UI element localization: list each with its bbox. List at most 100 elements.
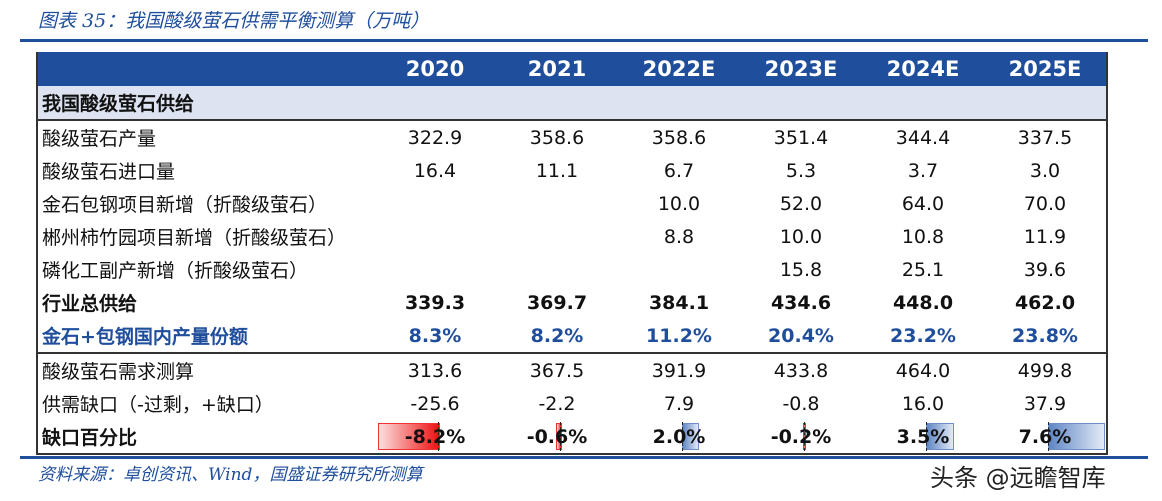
cell-value: 16.4 (413, 159, 457, 182)
table-row: 金石包钢项目新增（折酸级萤石） 10.0 52.0 64.0 70.0 (37, 187, 1107, 220)
table-row: 酸级萤石产量 322.9 358.6 358.6 351.4 344.4 337.5 (37, 120, 1107, 154)
bottom-rule (20, 456, 1148, 459)
top-rule (20, 39, 1148, 42)
cell-value: 23.2% (862, 319, 984, 354)
cell-value: 7.9 (663, 392, 695, 415)
negative-data-bar (378, 423, 440, 450)
cell-value-with-databar: -8.2% (374, 420, 496, 455)
column-header: 2020 (374, 52, 496, 86)
cell-value (374, 253, 496, 286)
header-blank (37, 52, 374, 86)
cell-value: 351.4 (773, 126, 829, 149)
section-row: 我国酸级萤石供给 (37, 86, 1107, 121)
cell-value: 448.0 (892, 291, 954, 314)
cell-value: 464.0 (895, 359, 951, 382)
cell-value: -0.8 (782, 392, 820, 415)
watermark: 头条 @远瞻智库 (930, 464, 1106, 492)
databar-axis (1048, 422, 1049, 451)
cell-value: 20.4% (740, 319, 862, 354)
negative-data-bar (555, 423, 562, 450)
cell-value: 39.6 (1023, 258, 1067, 281)
column-header: 2025E (984, 52, 1107, 86)
gap-percent-value: 3.5% (896, 425, 950, 448)
databar-axis (438, 422, 439, 451)
cell-value: 8.3% (374, 319, 496, 354)
row-label: 行业总供给 (42, 293, 138, 315)
cell-value (374, 220, 496, 253)
cell-value: 384.1 (648, 291, 710, 314)
databar-axis (682, 422, 683, 451)
row-label: 磷化工副产新增（折酸级萤石） (42, 260, 309, 282)
cell-value: 8.8 (663, 225, 695, 248)
cell-value: 3.0 (1029, 159, 1061, 182)
cell-value: 339.3 (404, 291, 466, 314)
cell-value-with-databar: 2.0% (618, 420, 740, 455)
cell-value: 8.2% (496, 319, 618, 354)
databar-axis (560, 422, 561, 451)
header-row: 2020 2021 2022E 2023E 2024E 2025E (37, 52, 1107, 86)
cell-value: 344.4 (895, 126, 951, 149)
cell-value: 11.1 (535, 159, 579, 182)
gap-percent-value: -0.6% (526, 425, 588, 448)
cell-value-with-databar: 3.5% (862, 420, 984, 455)
cell-value: 358.6 (651, 126, 707, 149)
column-header: 2021 (496, 52, 618, 86)
cell-value: 358.6 (529, 126, 585, 149)
table-row: 磷化工副产新增（折酸级萤石） 15.8 25.1 39.6 (37, 253, 1107, 286)
cell-value-with-databar: -0.2% (740, 420, 862, 455)
table-row: 酸级萤石进口量 16.4 11.1 6.7 5.3 3.7 3.0 (37, 154, 1107, 187)
cell-value: 64.0 (901, 192, 945, 215)
gap-percent-value: -8.2% (404, 425, 466, 448)
cell-value: -25.6 (410, 392, 460, 415)
column-header: 2024E (862, 52, 984, 86)
cell-value: 15.8 (779, 258, 823, 281)
gap-percent-value: 2.0% (652, 425, 706, 448)
cell-value: 499.8 (1017, 359, 1073, 382)
row-label: 供需缺口（-过剩，+缺口） (42, 394, 274, 416)
gap-percent-row: 缺口百分比 -8.2% -0.6% 2.0% -0.2% 3.5% 7.6% (37, 420, 1107, 455)
table-row: 金石+包钢国内产量份额 8.3% 8.2% 11.2% 20.4% 23.2% 23.8% (37, 319, 1107, 354)
cell-value: 10.0 (657, 192, 701, 215)
cell-value (618, 253, 740, 286)
cell-value: 11.9 (1023, 225, 1067, 248)
cell-value: 70.0 (1023, 192, 1067, 215)
supply-demand-table: 2020 2021 2022E 2023E 2024E 2025E 我国酸级萤石供给 酸级萤石… (36, 52, 1108, 455)
cell-value: 3.7 (907, 159, 939, 182)
row-label: 酸级萤石进口量 (42, 161, 176, 183)
table-row: 供需缺口（-过剩，+缺口） -25.6 -2.2 7.9 -0.8 16.0 37.9 (37, 387, 1107, 420)
cell-value: 16.0 (901, 392, 945, 415)
cell-value: 313.6 (407, 359, 463, 382)
cell-value: 11.2% (618, 319, 740, 354)
cell-value: 391.9 (651, 359, 707, 382)
cell-value: 10.8 (901, 225, 945, 248)
cell-value (496, 187, 618, 220)
row-label: 酸级萤石产量 (42, 128, 157, 150)
section-label: 我国酸级萤石供给 (37, 86, 1107, 121)
table-row: 酸级萤石需求测算 313.6 367.5 391.9 433.8 464.0 499.8 (37, 353, 1107, 387)
cell-value: 434.6 (770, 291, 832, 314)
gap-percent-value: -0.2% (770, 425, 832, 448)
cell-value: 37.9 (1023, 392, 1067, 415)
cell-value: 23.8% (984, 319, 1107, 354)
cell-value: 52.0 (779, 192, 823, 215)
row-label: 郴州柿竹园项目新增（折酸级萤石） (42, 227, 347, 249)
cell-value (496, 253, 618, 286)
cell-value: 337.5 (1017, 126, 1073, 149)
cell-value: 322.9 (407, 126, 463, 149)
databar-axis (926, 422, 927, 451)
row-label: 金石包钢项目新增（折酸级萤石） (42, 194, 328, 216)
databar-axis (804, 422, 805, 451)
cell-value (374, 187, 496, 220)
gap-percent-value: 7.6% (1018, 425, 1072, 448)
table-row: 郴州柿竹园项目新增（折酸级萤石） 8.8 10.0 10.8 11.9 (37, 220, 1107, 253)
cell-value: 462.0 (1014, 291, 1076, 314)
cell-value (496, 220, 618, 253)
cell-value-with-databar: -0.6% (496, 420, 618, 455)
row-label: 酸级萤石需求测算 (42, 361, 195, 383)
figure-title: 图表 35：我国酸级萤石供需平衡测算（万吨） (38, 10, 430, 32)
cell-value: 25.1 (901, 258, 945, 281)
table-row: 行业总供给 339.3 369.7 384.1 434.6 448.0 462.0 (37, 286, 1107, 319)
cell-value-with-databar: 7.6% (984, 420, 1107, 455)
source-note: 资料来源：卓创资讯、Wind，国盛证券研究所测算 (38, 465, 423, 485)
cell-value: 5.3 (785, 159, 817, 182)
